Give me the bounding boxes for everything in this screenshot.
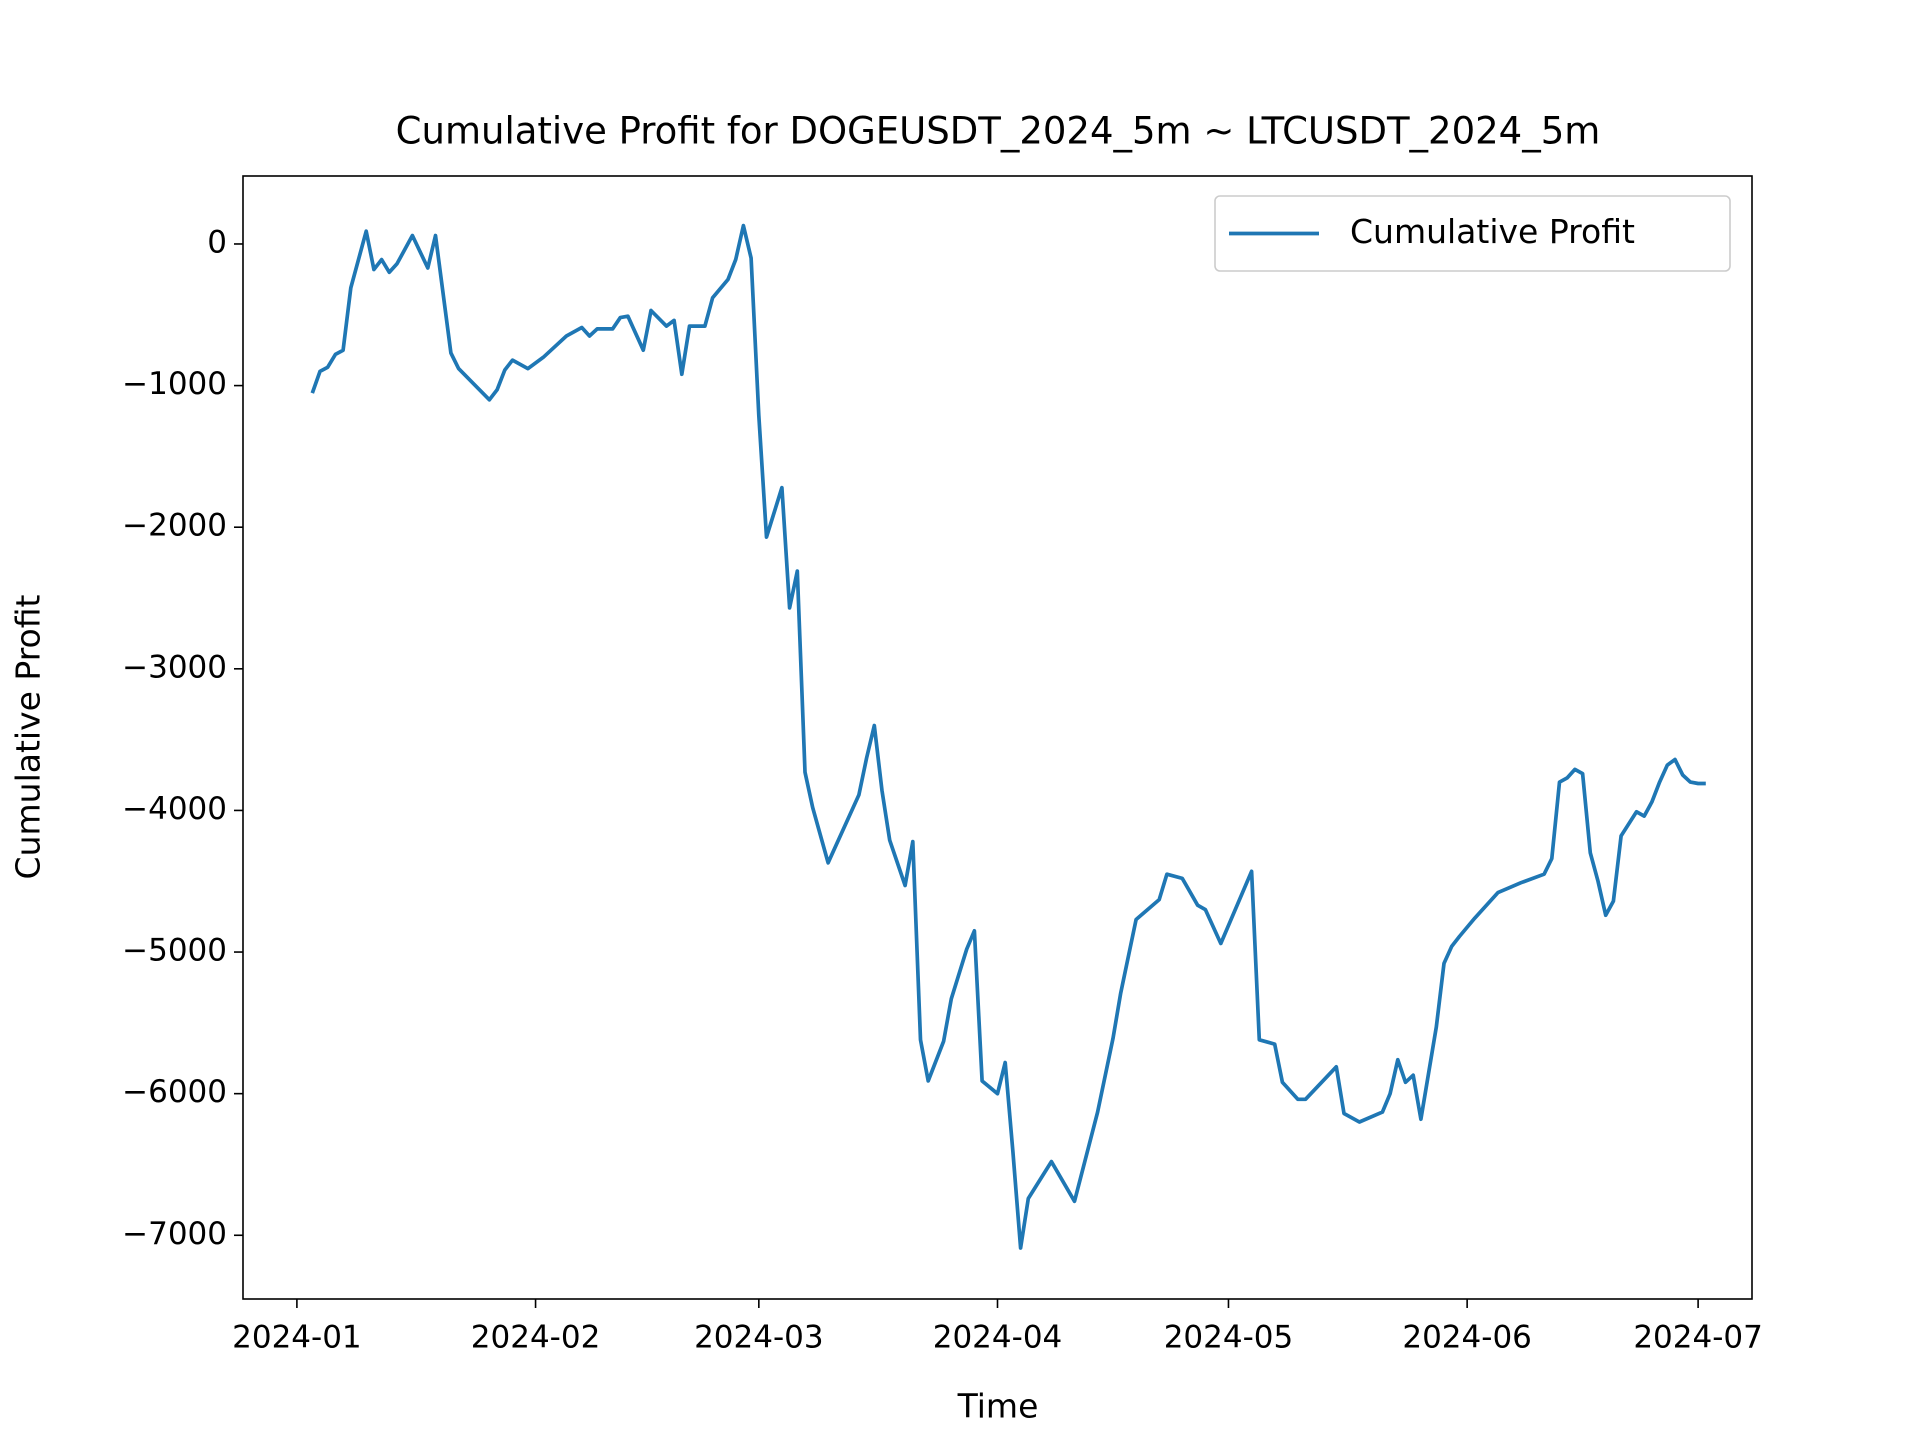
legend: Cumulative Profit	[1214, 195, 1731, 272]
x-tick-label: 2024-06	[1402, 1320, 1532, 1356]
x-tick-label: 2024-03	[694, 1320, 824, 1356]
chart-title: Cumulative Profit for DOGEUSDT_2024_5m ~…	[396, 110, 1601, 153]
x-tick-label: 2024-05	[1164, 1320, 1294, 1356]
plot-frame	[242, 175, 1753, 1300]
y-tick-label: −7000	[122, 1216, 227, 1252]
x-tick-label: 2024-01	[232, 1320, 362, 1356]
y-axis-label: Cumulative Profit	[9, 594, 48, 879]
y-tick-label: −6000	[122, 1074, 227, 1110]
data-line	[310, 223, 1706, 1250]
legend-label: Cumulative Profit	[1350, 212, 1635, 251]
legend-box	[1214, 195, 1731, 272]
y-tick-label: 0	[207, 224, 227, 260]
y-tick-label: −1000	[122, 366, 227, 402]
x-axis-label: Time	[957, 1387, 1039, 1426]
x-tick-label: 2024-07	[1633, 1320, 1763, 1356]
x-tick-label: 2024-02	[471, 1320, 601, 1356]
y-tick-label: −2000	[122, 508, 227, 544]
y-tick-label: −3000	[122, 649, 227, 685]
x-tick-label: 2024-04	[933, 1320, 1063, 1356]
y-tick-label: −5000	[122, 933, 227, 969]
y-tick-label: −4000	[122, 791, 227, 827]
